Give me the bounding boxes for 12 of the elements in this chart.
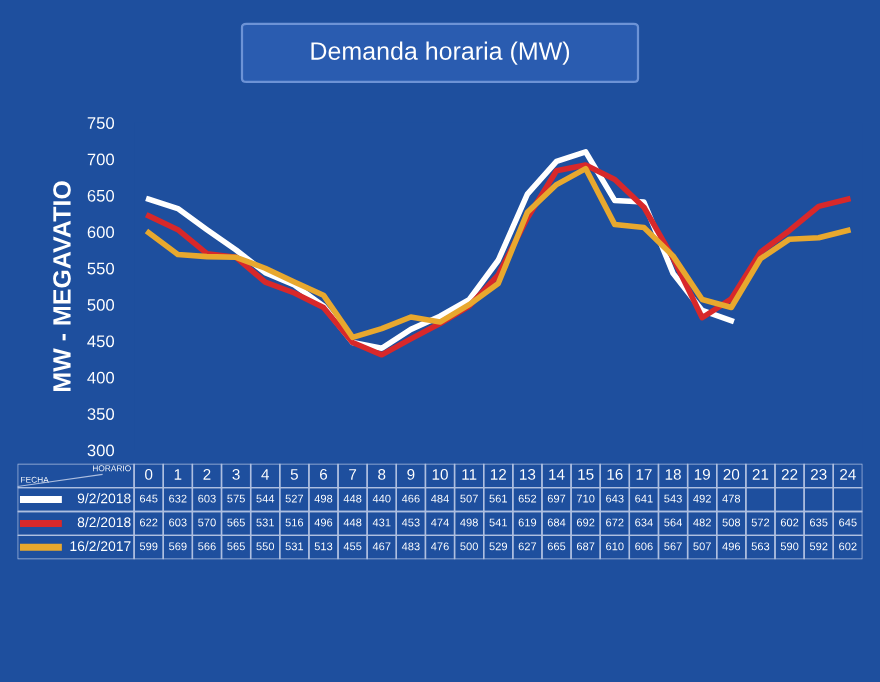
y-tick-label: 650 — [87, 189, 115, 202]
y-tick-label: 500 — [87, 299, 115, 311]
chart-title: Demanda horaria (MW) — [311, 41, 570, 65]
y-tick-label: 300 — [87, 444, 115, 457]
y-tick-label: 350 — [87, 408, 115, 420]
y-axis-title: MW - MEGAVATIO — [53, 181, 71, 392]
y-tick-label: 450 — [87, 335, 115, 348]
y-tick-label: 700 — [87, 153, 115, 166]
y-tick-label: 550 — [87, 262, 115, 275]
y-tick-label: 600 — [87, 226, 115, 239]
y-tick-label: 750 — [87, 117, 115, 129]
y-tick-label: 400 — [87, 371, 115, 384]
